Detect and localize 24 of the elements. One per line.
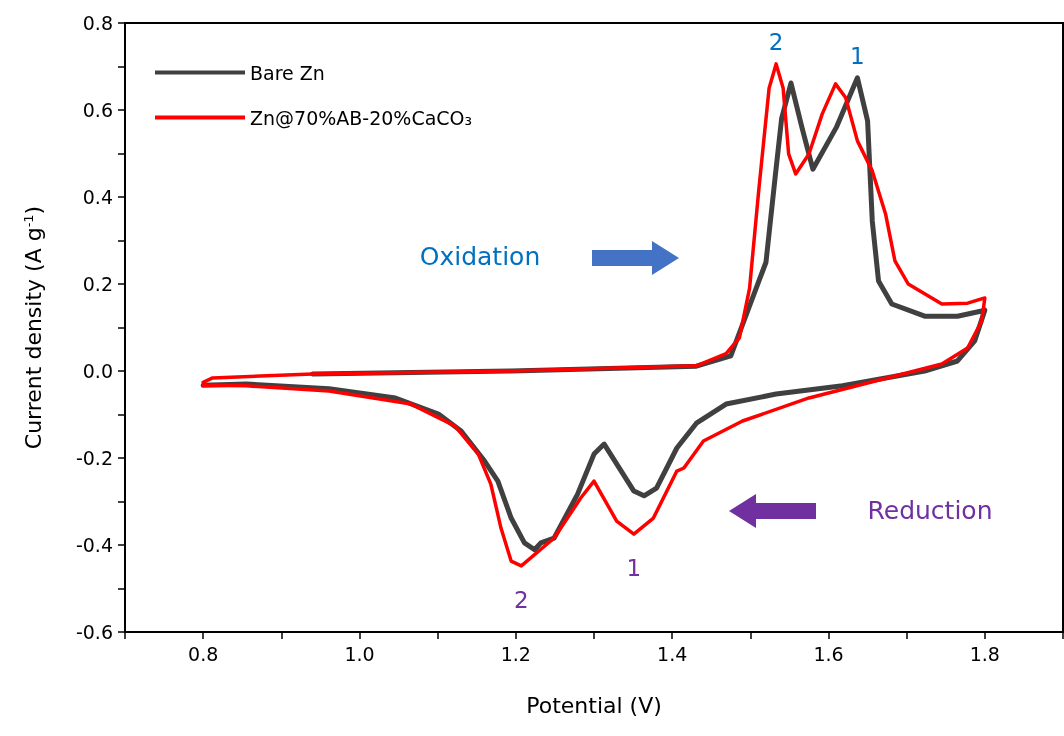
annotation: Reduction [867, 495, 993, 525]
y-tick-label: 0.4 [82, 186, 113, 208]
x-tick-label: 1.0 [344, 642, 375, 665]
x-tick-label: 1.2 [500, 642, 531, 665]
annotation: Oxidation [419, 241, 541, 271]
legend-label: Bare Zn [250, 61, 325, 84]
annotation: 2 [513, 586, 529, 613]
y-tick-label: 0.2 [82, 273, 113, 295]
x-tick-label: 0.8 [188, 642, 219, 665]
x-tick-label: 1.4 [657, 642, 688, 665]
y-tick-label: 0.8 [82, 12, 113, 34]
x-axis-title: Potential (V) [526, 692, 662, 718]
y-tick-label: -0.4 [75, 534, 113, 556]
y-tick-label: 0.6 [82, 99, 113, 121]
x-tick-label: 1.6 [813, 642, 844, 665]
x-tick-label: 1.8 [969, 642, 1000, 665]
legend-label: Zn@70%AB-20%CaCO₃ [250, 106, 473, 129]
annotation: 1 [850, 42, 865, 69]
y-axis-title: Current density (A g-1) [21, 205, 46, 450]
y-tick-label: 0.0 [82, 360, 113, 382]
annotation: 1 [626, 555, 642, 582]
annotation: 2 [768, 28, 784, 55]
y-tick-label: -0.6 [75, 621, 113, 643]
y-tick-label: -0.2 [75, 447, 113, 469]
